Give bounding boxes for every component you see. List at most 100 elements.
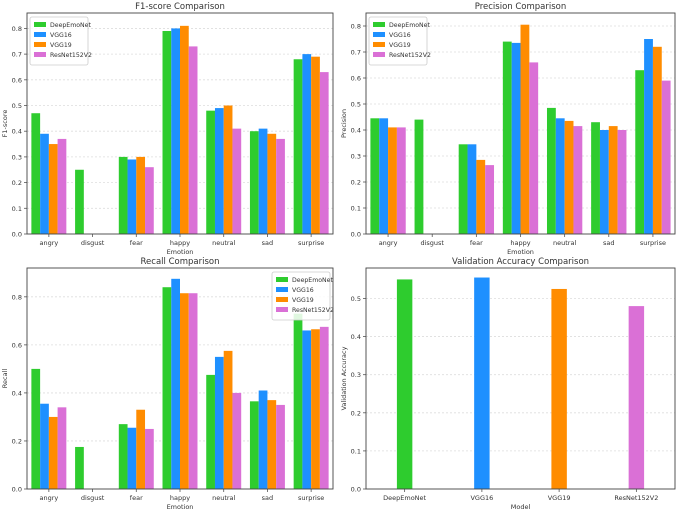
x-tick-label: VGG19 — [548, 494, 571, 502]
bar-neutral-VGG19 — [564, 120, 574, 234]
bar-angry-VGG19 — [48, 144, 58, 234]
y-tick-label: 0.2 — [12, 437, 22, 445]
chart-panel-2: Precision Comparison 0.0 0.1 0.2 0.3 0.4 0.5 0.… — [340, 2, 676, 256]
plot-area-frame — [26, 12, 334, 235]
legend-label: ResNet152V2 — [50, 52, 92, 59]
bar-sad-ResNet152V2 — [617, 130, 627, 234]
x-tick-label: fear — [130, 494, 143, 502]
chart-panel-1: F1-score Comparison 0.0 0.1 0.2 0.3 0.4 0.5 0.6… — [1, 2, 334, 256]
bar-neutral-ResNet152V2 — [573, 126, 583, 234]
bar-fear-ResNet152V2 — [145, 428, 154, 489]
bar-sad-VGG19 — [608, 126, 618, 234]
bar-fear-DeepEmoNet — [458, 144, 468, 234]
bar-happy-ResNet152V2 — [188, 293, 198, 489]
bar-happy-ResNet152V2 — [529, 62, 539, 235]
bar-happy-DeepEmoNet — [162, 30, 172, 234]
bar-angry-VGG19 — [48, 416, 58, 489]
legend-swatch-VGG19 — [373, 42, 385, 47]
plot-area-frame — [365, 12, 676, 235]
x-tick-label: happy — [170, 239, 190, 247]
y-tick-label: 0.4 — [351, 333, 361, 341]
legend-swatch-ResNet152V2 — [373, 52, 385, 57]
bar-happy-VGG16 — [511, 42, 521, 235]
bar-sad-VGG16 — [258, 128, 268, 234]
bar-fear-ResNet152V2 — [485, 165, 495, 234]
x-tick-label: sad — [603, 239, 615, 247]
bar-surprise-VGG16 — [302, 330, 312, 489]
bar-surprise-VGG16 — [302, 54, 312, 235]
y-tick-label: 0.0 — [12, 231, 22, 239]
x-axis-label: Model — [511, 503, 531, 511]
bar-fear-VGG19 — [136, 409, 146, 489]
x-tick-label: angry — [39, 494, 58, 502]
plot-area-frame — [26, 267, 334, 490]
bar-neutral-DeepEmoNet — [546, 107, 556, 234]
legend-swatch-DeepEmoNet — [34, 22, 46, 27]
bar-disgust-DeepEmoNet — [75, 169, 84, 234]
x-tick-label: fear — [470, 239, 483, 247]
y-tick-label: 0.4 — [12, 389, 22, 397]
y-tick-label: 0.5 — [351, 101, 361, 109]
chart-panel-4: Validation Accuracy Comparison 0.0 0.1 0.2 0… — [340, 257, 676, 511]
bar-fear-VGG16 — [467, 144, 477, 234]
bar-sad-DeepEmoNet — [249, 401, 259, 489]
bar-surprise-ResNet152V2 — [661, 80, 671, 234]
x-tick-label: surprise — [298, 494, 324, 502]
bar-fear-VGG19 — [476, 159, 486, 234]
bar-sad-VGG19 — [267, 400, 277, 489]
legend-label: VGG16 — [292, 287, 314, 294]
y-tick-label: 0.0 — [12, 486, 22, 494]
x-axis-label: Emotion — [507, 248, 534, 256]
legend-swatch-DeepEmoNet — [373, 22, 385, 27]
y-axis-label: Validation Accuracy — [340, 346, 348, 410]
x-tick-label: disgust — [81, 239, 105, 247]
bar-sad-VGG16 — [599, 130, 609, 234]
bar-sad-DeepEmoNet — [249, 131, 259, 234]
bar-happy-VGG19 — [520, 24, 530, 235]
legend-label: DeepEmoNet — [292, 277, 333, 284]
y-tick-label: 0.4 — [12, 128, 22, 136]
x-tick-label: sad — [262, 494, 274, 502]
bar-neutral-VGG19 — [223, 105, 233, 234]
y-tick-label: 0.3 — [351, 371, 361, 379]
y-tick-label: 0.4 — [351, 127, 361, 135]
bar-surprise-VGG19 — [652, 46, 662, 234]
bar-angry-ResNet152V2 — [396, 127, 406, 234]
x-axis-label: Emotion — [167, 503, 194, 511]
bar-VGG19 — [551, 288, 567, 489]
bar-neutral-ResNet152V2 — [232, 392, 242, 489]
bar-DeepEmoNet — [396, 279, 413, 489]
bar-neutral-DeepEmoNet — [206, 374, 215, 489]
bar-angry-DeepEmoNet — [370, 118, 380, 234]
y-tick-label: 0.7 — [12, 51, 22, 59]
bar-happy-VGG19 — [180, 25, 189, 235]
legend-label: VGG19 — [389, 42, 411, 49]
bar-sad-ResNet152V2 — [276, 138, 285, 234]
x-tick-label: DeepEmoNet — [383, 494, 426, 502]
y-axis-label: F1-score — [1, 110, 9, 138]
y-tick-label: 0.6 — [351, 75, 361, 83]
y-tick-label: 0.8 — [12, 293, 22, 301]
bar-angry-VGG19 — [388, 127, 397, 234]
bar-disgust-DeepEmoNet — [75, 446, 84, 489]
legend: DeepEmoNet VGG16 VGG19 ResNet152V2 — [29, 16, 92, 66]
legend-swatch-VGG16 — [34, 32, 46, 37]
bar-fear-DeepEmoNet — [118, 424, 128, 489]
y-tick-label: 0.0 — [351, 486, 361, 494]
bar-angry-ResNet152V2 — [57, 138, 67, 234]
legend-label: ResNet152V2 — [389, 52, 431, 59]
legend-swatch-DeepEmoNet — [276, 277, 288, 282]
x-tick-label: disgust — [81, 494, 105, 502]
plot-area-frame — [365, 267, 676, 490]
x-tick-label: sad — [262, 239, 274, 247]
legend-label: VGG19 — [50, 42, 72, 49]
y-tick-label: 0.8 — [12, 25, 22, 33]
legend-label: DeepEmoNet — [389, 22, 430, 29]
bar-surprise-VGG19 — [311, 329, 320, 489]
bar-neutral-DeepEmoNet — [206, 110, 215, 234]
bar-angry-VGG16 — [40, 403, 49, 489]
y-tick-label: 0.1 — [351, 447, 361, 455]
bar-neutral-VGG19 — [223, 350, 233, 489]
chart-title: Precision Comparison — [475, 2, 567, 12]
